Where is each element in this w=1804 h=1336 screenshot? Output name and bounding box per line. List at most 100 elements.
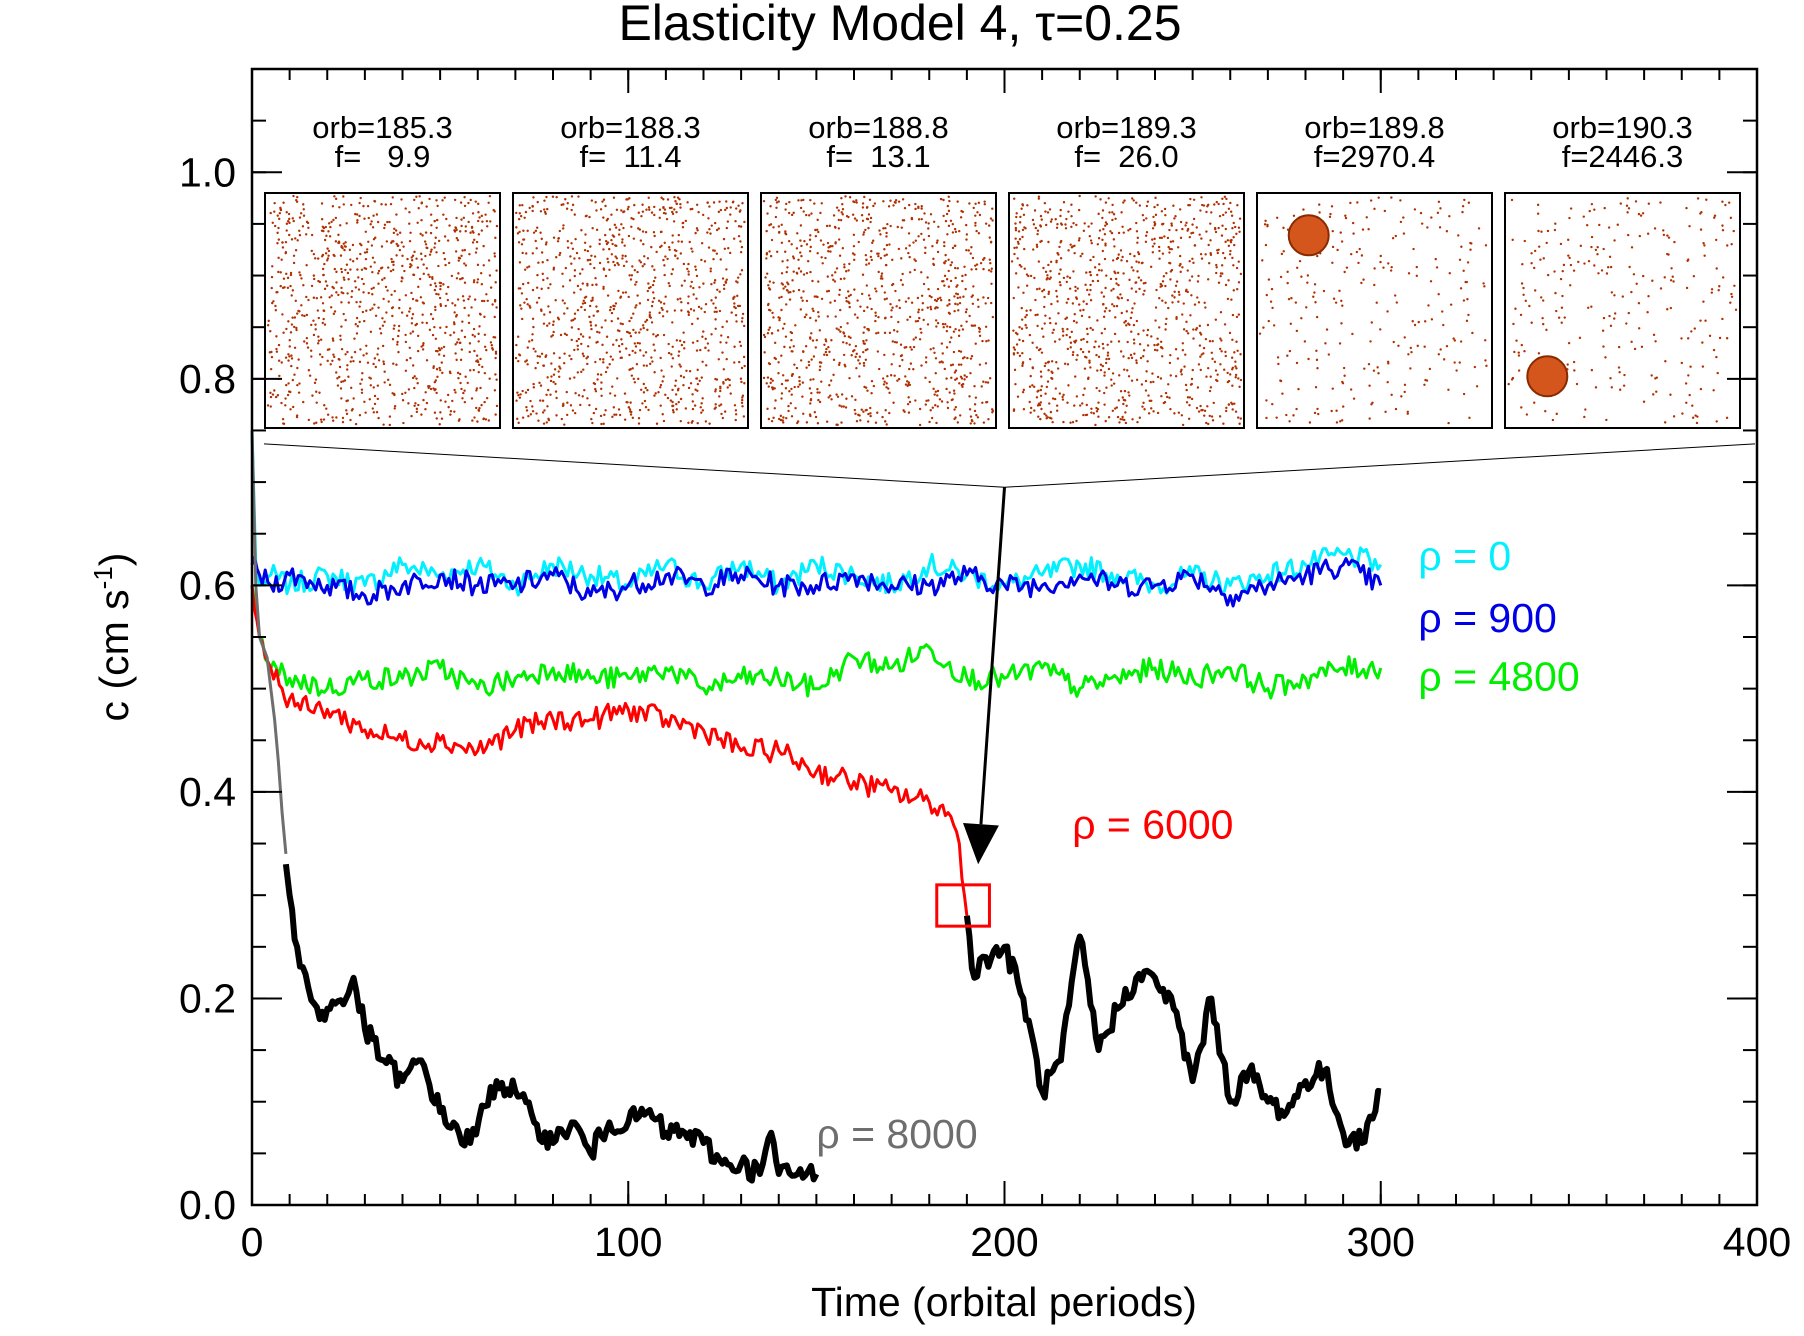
- snapshot-particle: [374, 365, 378, 369]
- snapshot-particle: [476, 219, 480, 223]
- snapshot-particle: [862, 231, 866, 234]
- snapshot-particle: [928, 380, 931, 384]
- snapshot-particle: [692, 309, 696, 312]
- snapshot-particle: [1073, 313, 1076, 316]
- snapshot-particle: [459, 201, 463, 204]
- snapshot-particle: [644, 351, 648, 354]
- snapshot-particle: [1220, 350, 1223, 353]
- snapshot-particle: [984, 302, 987, 305]
- snapshot-particle: [888, 331, 892, 335]
- snapshot-particle: [712, 249, 715, 252]
- snapshot-particle: [554, 390, 558, 393]
- series-line-6: [282, 863, 820, 1184]
- snapshot-particle: [706, 201, 709, 204]
- snapshot-particle: [320, 229, 324, 232]
- snapshot-particle: [1699, 387, 1703, 391]
- snapshot-particle: [472, 327, 476, 331]
- snapshot-particle: [651, 300, 654, 304]
- snapshot-particle: [990, 301, 993, 305]
- snapshot-particle: [1226, 297, 1230, 301]
- snapshot-particle: [1627, 311, 1630, 315]
- snapshot-particle: [574, 392, 577, 395]
- snapshot-particle: [1197, 363, 1201, 366]
- snapshot-particle: [1061, 398, 1065, 401]
- snapshot-particle: [1057, 312, 1060, 315]
- snapshot-particle: [1640, 345, 1644, 349]
- snapshot-particle: [367, 291, 370, 295]
- snapshot-particle: [621, 238, 624, 241]
- snapshot-particle: [977, 232, 981, 235]
- snapshot-particle: [1149, 265, 1153, 269]
- snapshot-clump: [1526, 355, 1569, 398]
- snapshot-particle: [354, 212, 357, 216]
- snapshot-particle: [635, 363, 639, 366]
- snapshot-particle: [888, 391, 891, 395]
- snapshot-particle: [1609, 324, 1613, 328]
- snapshot-particle: [864, 358, 868, 362]
- snapshot-particle: [1342, 405, 1345, 408]
- snapshot-particle: [372, 362, 375, 366]
- snapshot-particle: [867, 329, 870, 332]
- snapshot-particle: [1617, 345, 1621, 349]
- snapshot-particle: [411, 297, 415, 301]
- snapshot-particle: [1305, 306, 1308, 309]
- snapshot-particle: [641, 210, 645, 213]
- snapshot-particle: [575, 251, 579, 255]
- snapshot-particle: [566, 413, 569, 417]
- snapshot-particle: [632, 237, 636, 240]
- snapshot-particle: [613, 413, 616, 416]
- snapshot-particle: [525, 252, 528, 255]
- snapshot-particle: [1237, 226, 1241, 229]
- snapshot-particle: [1230, 214, 1234, 217]
- snapshot-particle: [1626, 197, 1629, 200]
- snapshot-particle: [740, 398, 744, 402]
- snapshot-particle: [455, 277, 459, 280]
- snapshot-particle: [546, 376, 549, 379]
- snapshot-particle: [1703, 244, 1706, 247]
- snapshot-particle: [1075, 297, 1079, 300]
- snapshot-particle: [1625, 204, 1629, 207]
- snapshot-particle: [571, 247, 575, 250]
- snapshot-particle: [826, 275, 829, 278]
- snapshot-particle: [766, 407, 769, 411]
- snapshot-particle: [942, 326, 945, 329]
- snapshot-particle: [1469, 248, 1472, 251]
- snapshot-particle: [1168, 228, 1171, 232]
- snapshot-particle: [1019, 215, 1022, 219]
- snapshot-particle: [1123, 368, 1126, 371]
- snapshot-particle: [895, 305, 898, 308]
- snapshot-particle: [908, 244, 911, 247]
- snapshot-particle: [650, 211, 654, 214]
- snapshot-particle: [885, 382, 888, 385]
- snapshot-particle: [947, 285, 951, 288]
- snapshot-particle: [1324, 342, 1327, 345]
- snapshot-particle: [602, 268, 606, 271]
- snapshot-particle: [447, 405, 450, 409]
- snapshot-particle: [532, 231, 536, 234]
- snapshot-particle: [437, 239, 441, 243]
- snapshot-particle: [630, 225, 633, 228]
- snapshot-particle: [539, 384, 543, 387]
- snapshot-particle: [1322, 289, 1326, 293]
- snapshot-particle: [421, 344, 425, 347]
- snapshot-particle: [303, 314, 306, 318]
- snapshot-particle: [918, 316, 921, 320]
- snapshot-particle: [1579, 244, 1583, 248]
- snapshot-particle: [368, 398, 371, 401]
- snapshot-particle: [1016, 351, 1019, 355]
- snapshot-particle: [869, 216, 873, 220]
- snapshot-particle: [970, 419, 974, 422]
- snapshot-particle: [1533, 249, 1537, 253]
- snapshot-particle: [770, 386, 774, 389]
- snapshot-particle: [832, 373, 835, 377]
- snapshot-particle: [1230, 238, 1233, 242]
- snapshot-particle: [714, 406, 717, 409]
- snapshot-particle: [1165, 395, 1169, 399]
- snapshot-particle: [1318, 211, 1321, 214]
- snapshot-particle: [585, 214, 588, 217]
- snapshot-particle: [477, 233, 481, 236]
- snapshot-particle: [453, 230, 457, 233]
- snapshot-particle: [810, 358, 813, 361]
- snapshot-particle: [922, 318, 925, 322]
- snapshot-particle: [620, 209, 623, 212]
